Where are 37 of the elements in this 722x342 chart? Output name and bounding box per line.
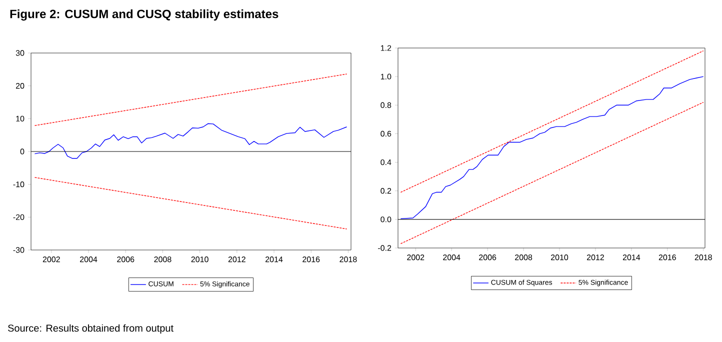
y-tick-label: 20 [16,83,24,89]
line-series [400,76,704,220]
y-tick-label: 0 [20,148,24,154]
y-tick-label: -10 [13,182,24,188]
y-tick-label: 10 [16,116,24,122]
y-tick-label: 1.2 [380,45,392,51]
x-tick-label: 2018 [694,254,712,260]
x-tick-label: 2004 [80,256,98,262]
x-tick-label: 2016 [302,256,320,262]
y-tick-label: -20 [13,214,24,220]
x-tick-label: 2006 [479,254,496,260]
x-tick-label: 2002 [407,254,424,260]
y-tick-label: 0.6 [380,130,392,137]
y-tick-label: 30 [16,50,24,56]
x-tick-label: 2010 [191,256,208,262]
x-tick-label: 2002 [42,256,60,262]
x-tick-label: 2014 [266,256,283,262]
y-tick-label: -0.2 [378,245,392,251]
line-series [34,123,348,159]
x-tick-label: 2014 [622,254,640,260]
y-tick-label: 0.0 [380,216,392,222]
x-tick-label: 2008 [515,254,532,260]
y-tick-label: 0.2 [380,188,392,194]
y-tick-label: 1.0 [380,74,392,80]
x-tick-label: 2010 [551,254,568,260]
y-tick-label: 0.4 [380,159,392,166]
x-tick-label: 2008 [154,256,172,262]
source-note: Source: Results obtained from output [8,324,174,334]
x-tick-label: 2016 [658,254,676,260]
x-tick-label: 2012 [228,256,246,262]
y-tick-label: 0.8 [380,102,392,108]
x-tick-label: 2018 [340,256,357,262]
x-tick-label: 2004 [443,254,460,260]
y-tick-label: -30 [13,247,24,253]
x-tick-label: 2006 [117,256,134,262]
x-tick-label: 2012 [586,254,604,260]
chart-title: Figure 2: CUSUM and CUSQ stability estimates [10,9,278,21]
